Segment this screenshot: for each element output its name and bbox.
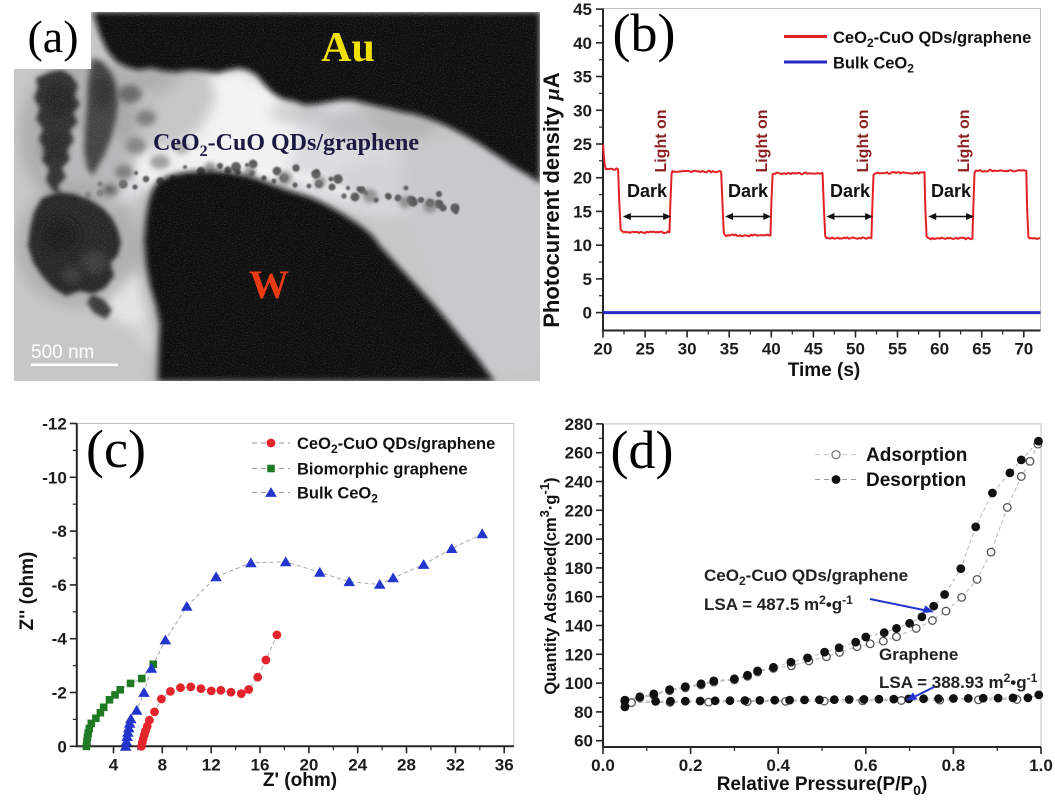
svg-text:-2: -2 xyxy=(52,684,67,703)
svg-text:(d): (d) xyxy=(611,420,674,480)
svg-text:Z' (ohm): Z' (ohm) xyxy=(263,770,337,791)
svg-text:0.8: 0.8 xyxy=(942,756,966,775)
svg-text:220: 220 xyxy=(565,501,593,520)
svg-text:(a): (a) xyxy=(27,11,78,62)
svg-text:Graphene: Graphene xyxy=(879,645,958,664)
svg-text:240: 240 xyxy=(565,473,593,492)
svg-text:0.0: 0.0 xyxy=(591,756,615,775)
svg-text:30: 30 xyxy=(573,101,592,120)
svg-text:25: 25 xyxy=(636,340,655,359)
svg-text:16: 16 xyxy=(251,755,270,774)
svg-text:40: 40 xyxy=(762,340,781,359)
svg-text:0: 0 xyxy=(57,737,66,756)
svg-text:Light on: Light on xyxy=(653,109,670,172)
svg-text:50: 50 xyxy=(846,340,865,359)
svg-text:-4: -4 xyxy=(52,630,68,649)
svg-text:28: 28 xyxy=(397,755,416,774)
svg-text:35: 35 xyxy=(573,68,592,87)
svg-text:Quantity Adsorbed(cm3·g-1): Quantity Adsorbed(cm3·g-1) xyxy=(537,477,560,694)
svg-text:LSA = 487.5 m2•g-1: LSA = 487.5 m2•g-1 xyxy=(704,593,853,614)
svg-text:500 nm: 500 nm xyxy=(31,342,94,363)
svg-text:55: 55 xyxy=(888,340,907,359)
svg-text:-6: -6 xyxy=(52,576,67,595)
svg-text:Time (s): Time (s) xyxy=(788,360,861,381)
svg-text:CeO2-CuO QDs/graphene: CeO2-CuO QDs/graphene xyxy=(833,29,1031,50)
svg-text:Light on: Light on xyxy=(855,109,872,172)
svg-text:Au: Au xyxy=(321,25,375,71)
svg-text:0.2: 0.2 xyxy=(679,756,703,775)
svg-text:32: 32 xyxy=(446,755,465,774)
svg-text:100: 100 xyxy=(565,674,593,693)
svg-text:0.4: 0.4 xyxy=(766,756,790,775)
svg-text:35: 35 xyxy=(720,340,739,359)
svg-text:Dark: Dark xyxy=(830,181,871,201)
svg-text:Adsorption: Adsorption xyxy=(866,445,967,466)
svg-text:25: 25 xyxy=(573,135,592,154)
svg-text:(b): (b) xyxy=(613,3,676,63)
svg-text:Light on: Light on xyxy=(754,109,771,172)
svg-text:20: 20 xyxy=(594,340,613,359)
svg-text:Biomorphic graphene: Biomorphic graphene xyxy=(297,461,468,479)
svg-text:Desorption: Desorption xyxy=(866,470,966,491)
svg-text:45: 45 xyxy=(804,340,823,359)
svg-text:CeO2-CuO QDs/graphene: CeO2-CuO QDs/graphene xyxy=(704,566,908,588)
svg-text:20: 20 xyxy=(299,755,318,774)
svg-text:120: 120 xyxy=(565,645,593,664)
svg-text:200: 200 xyxy=(565,530,593,549)
svg-text:80: 80 xyxy=(574,703,593,722)
svg-text:140: 140 xyxy=(565,617,593,636)
svg-text:65: 65 xyxy=(972,340,991,359)
svg-text:4: 4 xyxy=(109,755,119,774)
svg-text:70: 70 xyxy=(1014,340,1033,359)
svg-text:160: 160 xyxy=(565,588,593,607)
svg-text:0.6: 0.6 xyxy=(854,756,878,775)
svg-text:Bulk CeO2: Bulk CeO2 xyxy=(833,55,914,76)
svg-text:CeO2-CuO QDs/graphene: CeO2-CuO QDs/graphene xyxy=(297,435,495,456)
svg-text:Relative Pressure(P/P0): Relative Pressure(P/P0) xyxy=(717,774,928,798)
svg-text:36: 36 xyxy=(495,755,514,774)
svg-text:1.0: 1.0 xyxy=(1029,756,1053,775)
svg-text:Dark: Dark xyxy=(931,181,972,201)
svg-text:-10: -10 xyxy=(42,468,67,487)
svg-text:(c): (c) xyxy=(86,419,146,479)
svg-text:W: W xyxy=(249,262,289,307)
svg-text:5: 5 xyxy=(583,270,592,289)
svg-text:60: 60 xyxy=(574,732,593,751)
svg-text:40: 40 xyxy=(573,34,592,53)
svg-text:12: 12 xyxy=(202,755,221,774)
svg-text:-12: -12 xyxy=(42,415,67,434)
svg-text:Photocurrent density μA: Photocurrent density μA xyxy=(539,72,564,328)
svg-text:15: 15 xyxy=(573,202,592,221)
svg-text:60: 60 xyxy=(930,340,949,359)
svg-text:Z'' (ohm): Z'' (ohm) xyxy=(17,552,38,631)
svg-text:10: 10 xyxy=(573,236,592,255)
svg-text:Dark: Dark xyxy=(627,181,668,201)
svg-text:280: 280 xyxy=(565,415,593,434)
svg-text:20: 20 xyxy=(573,169,592,188)
svg-text:30: 30 xyxy=(678,340,697,359)
svg-text:Bulk CeO2: Bulk CeO2 xyxy=(297,485,378,506)
svg-text:8: 8 xyxy=(158,755,167,774)
svg-text:CeO2-CuO QDs/graphene: CeO2-CuO QDs/graphene xyxy=(153,130,419,160)
svg-text:-8: -8 xyxy=(52,522,67,541)
svg-text:0: 0 xyxy=(583,304,592,323)
svg-text:180: 180 xyxy=(565,559,593,578)
svg-text:Dark: Dark xyxy=(728,181,769,201)
svg-text:LSA = 388.93 m2•g-1: LSA = 388.93 m2•g-1 xyxy=(879,671,1038,692)
svg-text:260: 260 xyxy=(565,444,593,463)
svg-text:24: 24 xyxy=(348,755,367,774)
svg-text:45: 45 xyxy=(573,0,592,19)
svg-text:Light on: Light on xyxy=(956,109,973,172)
